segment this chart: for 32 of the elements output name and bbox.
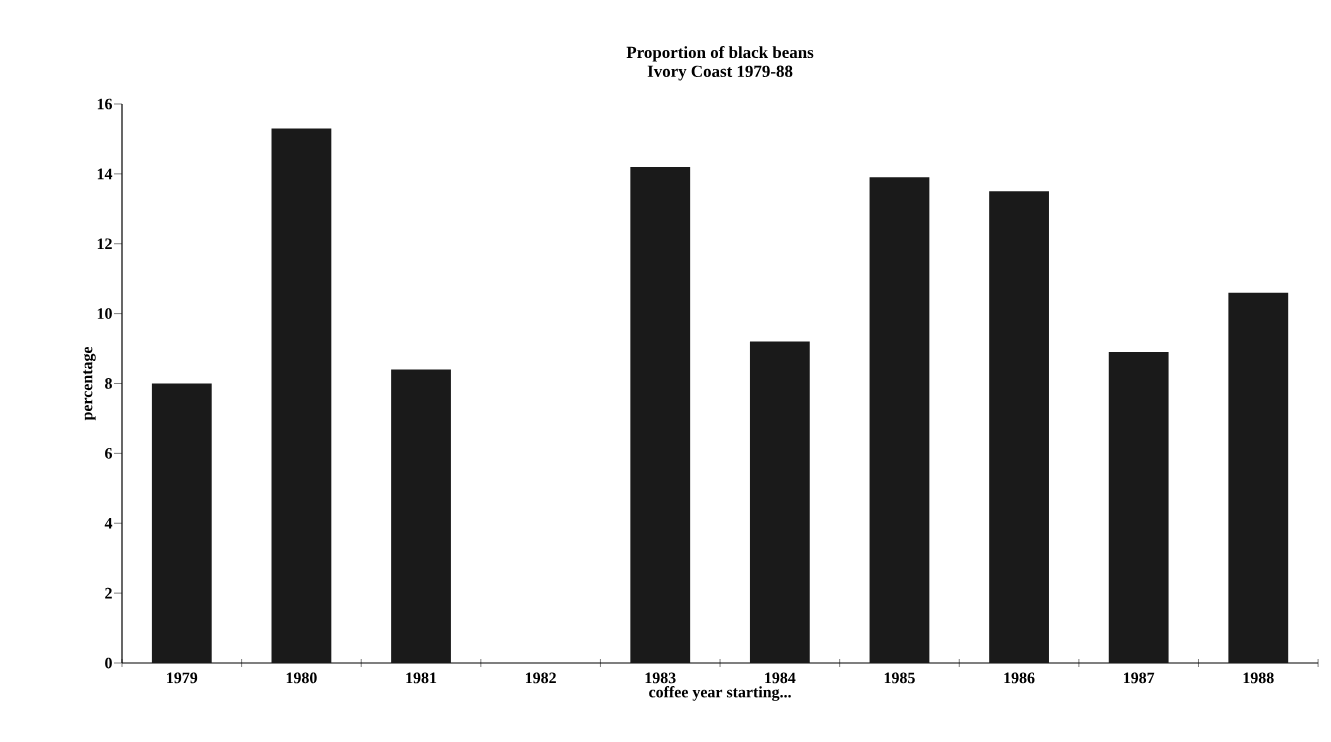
x-tick-label: 1987 <box>1124 672 1155 684</box>
y-tick-label: 2 <box>105 587 112 599</box>
y-axis-title: percentage <box>83 346 96 421</box>
x-tick-label: 1982 <box>525 672 556 684</box>
x-axis-title: coffee year starting... <box>649 686 791 701</box>
bar <box>271 128 332 663</box>
bar <box>989 191 1049 663</box>
bar <box>391 369 451 663</box>
bar <box>1108 352 1169 663</box>
x-tick-label: 1983 <box>645 672 676 684</box>
bar <box>749 341 810 663</box>
x-tick-label: 1986 <box>1004 672 1035 684</box>
bar <box>151 383 212 663</box>
x-tick-label: 1984 <box>765 672 796 684</box>
y-tick-label: 6 <box>105 448 113 459</box>
x-tick-label: 1979 <box>167 672 198 684</box>
y-tick-label: 12 <box>97 238 112 250</box>
chart-subtitle: Ivory Coast 1979-88 <box>647 65 793 81</box>
x-tick-label: 1981 <box>406 672 437 684</box>
y-tick-label: 10 <box>97 308 112 319</box>
chart-title: Proportion of black beans <box>626 46 814 62</box>
bar <box>1228 292 1289 663</box>
y-tick-label: 8 <box>105 378 112 389</box>
y-tick-label: 16 <box>97 98 113 110</box>
y-tick-label: 14 <box>97 168 113 180</box>
y-tick-label: 0 <box>105 657 112 669</box>
x-tick-label: 1988 <box>1243 672 1274 684</box>
bar <box>869 177 930 663</box>
x-tick-label: 1985 <box>884 672 915 684</box>
bar <box>630 166 691 663</box>
y-tick-label: 4 <box>104 518 113 529</box>
x-tick-label: 1980 <box>286 672 317 684</box>
